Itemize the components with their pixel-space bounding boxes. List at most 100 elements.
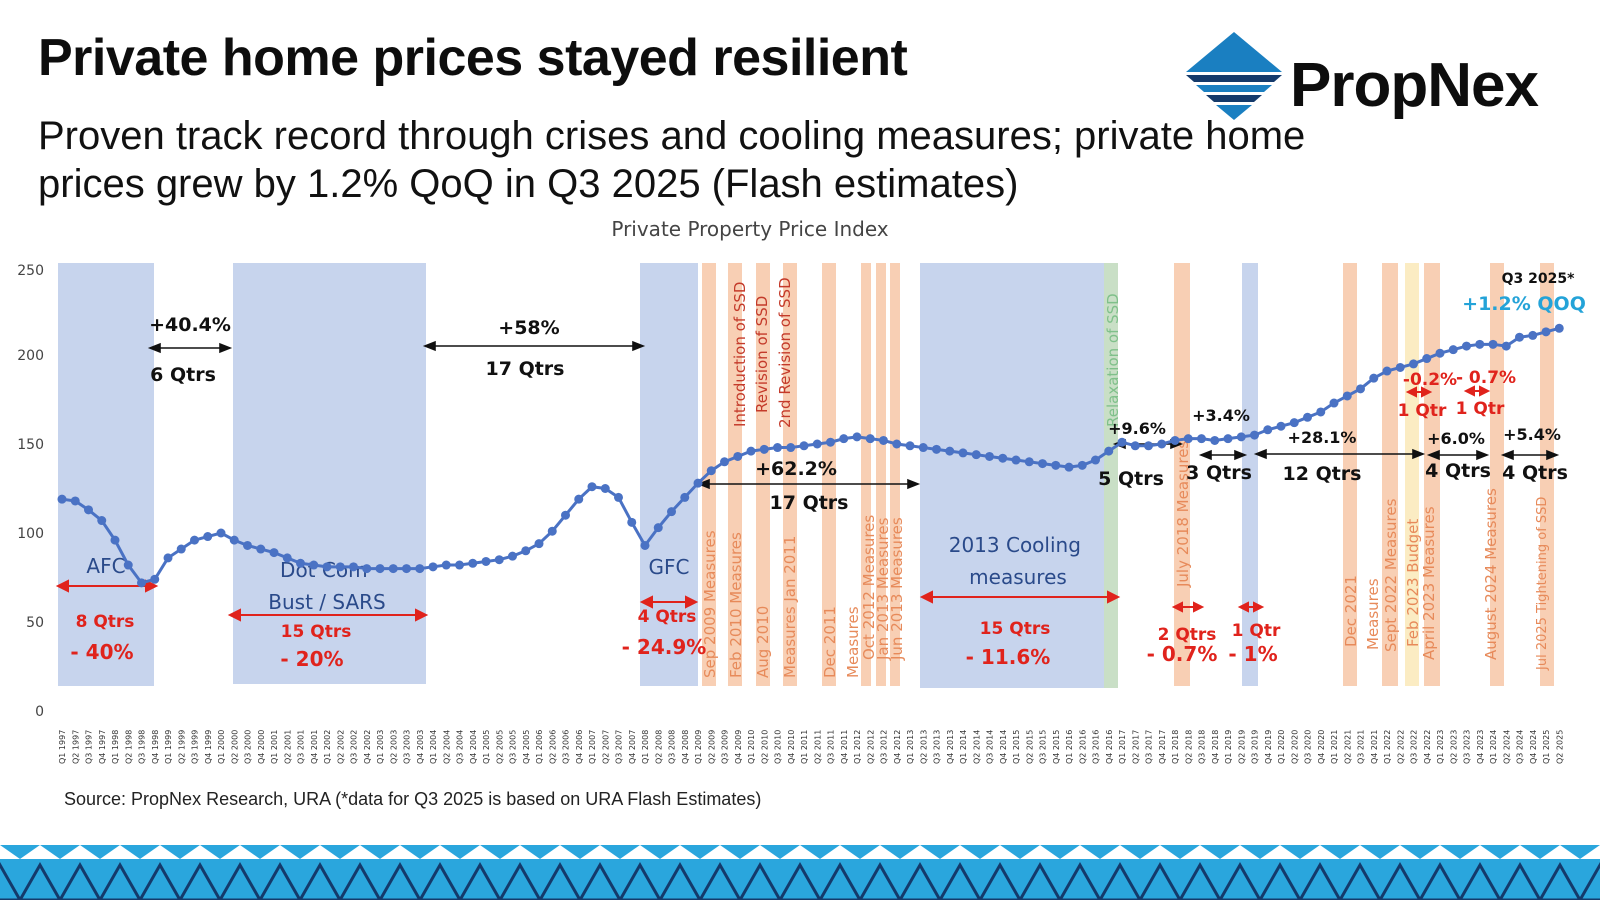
data-point: [1263, 425, 1273, 435]
x-tick: Q2 2011: [813, 730, 822, 764]
y-axis: 0 50 100 150 200 250: [17, 263, 44, 720]
data-point: [905, 441, 915, 451]
chart-title: Private Property Price Index: [611, 217, 888, 241]
x-tick: Q3 2013: [933, 730, 942, 764]
footer-triangle: [1100, 845, 1140, 859]
data-point: [865, 434, 875, 444]
decline-duration: 8 Qtrs: [76, 612, 135, 632]
x-tick: Q2 2016: [1078, 730, 1087, 764]
measure-bar: [861, 263, 871, 686]
cooling-label-line: 2013 Cooling: [949, 533, 1081, 557]
x-tick: Q1 2022: [1383, 730, 1392, 764]
data-point: [1448, 345, 1458, 355]
growth-change: +6.0%: [1427, 429, 1485, 448]
footer-triangle: [900, 845, 940, 859]
data-point: [574, 494, 584, 504]
measure-label: April 2023 Measures: [1420, 506, 1438, 660]
footer-triangle: [940, 845, 980, 859]
x-tick: Q2 2014: [972, 730, 981, 764]
band-afc: [58, 263, 154, 686]
data-point: [1462, 341, 1471, 351]
footer-triangle: [1380, 845, 1420, 859]
y-tick: 150: [17, 437, 44, 453]
data-point: [1554, 323, 1564, 333]
x-tick: Q1 2014: [959, 730, 968, 764]
data-point: [1316, 407, 1326, 417]
data-point: [256, 544, 266, 554]
decline-duration: 15 Qtrs: [281, 622, 352, 642]
footer-triangle: [0, 845, 20, 859]
footer-triangle: [1580, 845, 1600, 859]
decline-duration: 15 Qtrs: [980, 619, 1051, 639]
measure-bar: [876, 263, 886, 686]
x-tick: Q4 2012: [893, 730, 902, 764]
growth-duration: 4 Qtrs: [1502, 462, 1568, 484]
data-point: [203, 532, 213, 542]
data-point: [773, 443, 782, 453]
x-tick: Q4 2014: [999, 730, 1008, 764]
x-tick: Q1 2024: [1489, 730, 1498, 764]
footer-triangle: [498, 861, 542, 900]
data-point: [879, 435, 888, 445]
growth-change: +3.4%: [1192, 406, 1250, 425]
footer-triangle: [1340, 845, 1380, 859]
measure-label: August 2024 Measures: [1482, 488, 1500, 660]
data-point: [1170, 435, 1180, 445]
measure-label: Revision of SSD: [753, 296, 771, 413]
x-tick: Q3 2016: [1092, 730, 1101, 764]
decline-change: - 1%: [1228, 642, 1277, 666]
series-line: [57, 323, 1564, 588]
growth-change: +9.6%: [1108, 419, 1166, 438]
data-point: [1077, 460, 1087, 470]
data-point: [269, 548, 279, 558]
x-tick: Q2 2008: [654, 730, 663, 764]
data-point: [998, 453, 1008, 463]
x-tick: Q3 2010: [774, 730, 783, 764]
x-tick: Q3 2015: [1039, 730, 1048, 764]
x-tick: Q3 1997: [85, 730, 94, 764]
measure-label: Aug 2010: [754, 606, 772, 678]
x-tick: Q1 1999: [164, 730, 173, 764]
footer-triangle: [618, 861, 662, 900]
data-point: [1541, 327, 1551, 337]
data-point: [322, 562, 332, 572]
y-tick: 250: [17, 263, 44, 279]
x-tick: Q3 2005: [509, 730, 518, 764]
data-point: [362, 564, 372, 574]
data-point: [1183, 434, 1193, 444]
decline-duration: 1 Qtr: [1456, 399, 1505, 419]
x-tick: Q4 2022: [1423, 730, 1432, 764]
cooling-label-line: measures: [969, 565, 1067, 589]
x-tick: Q3 1999: [191, 730, 200, 764]
data-point: [1329, 398, 1339, 408]
x-tick: Q3 2008: [668, 730, 677, 764]
x-tick: Q1 2016: [1065, 730, 1074, 764]
data-point: [494, 555, 504, 565]
footer-triangle: [860, 845, 900, 859]
footer-triangle: [1420, 845, 1460, 859]
x-tick: Q4 1998: [151, 730, 160, 764]
data-point: [1011, 455, 1021, 465]
x-tick: Q1 2015: [1012, 730, 1021, 764]
x-tick: Q4 2000: [257, 730, 266, 764]
measure-bar: [890, 263, 900, 686]
x-tick: Q1 1997: [58, 730, 67, 764]
footer-triangles: [0, 845, 1600, 900]
x-tick: Q3 2017: [1145, 730, 1154, 764]
data-point: [1104, 446, 1114, 456]
x-tick: Q4 2005: [522, 730, 531, 764]
data-point: [614, 492, 623, 502]
measure-label: July 2018 Measures: [1174, 441, 1192, 588]
data-point: [1157, 439, 1167, 449]
decline-duration: 1 Qtr: [1398, 401, 1447, 421]
data-point: [428, 562, 438, 572]
footer-triangle: [420, 845, 460, 859]
data-point: [481, 556, 491, 566]
measure-label: Measures: [1364, 578, 1382, 650]
data-point: [1223, 434, 1233, 444]
measure-label: Dec 2021: [1342, 575, 1360, 647]
x-tick: Q4 2011: [840, 730, 849, 764]
x-tick: Q4 2023: [1476, 730, 1485, 764]
data-point: [1435, 348, 1445, 358]
data-point: [243, 540, 252, 550]
